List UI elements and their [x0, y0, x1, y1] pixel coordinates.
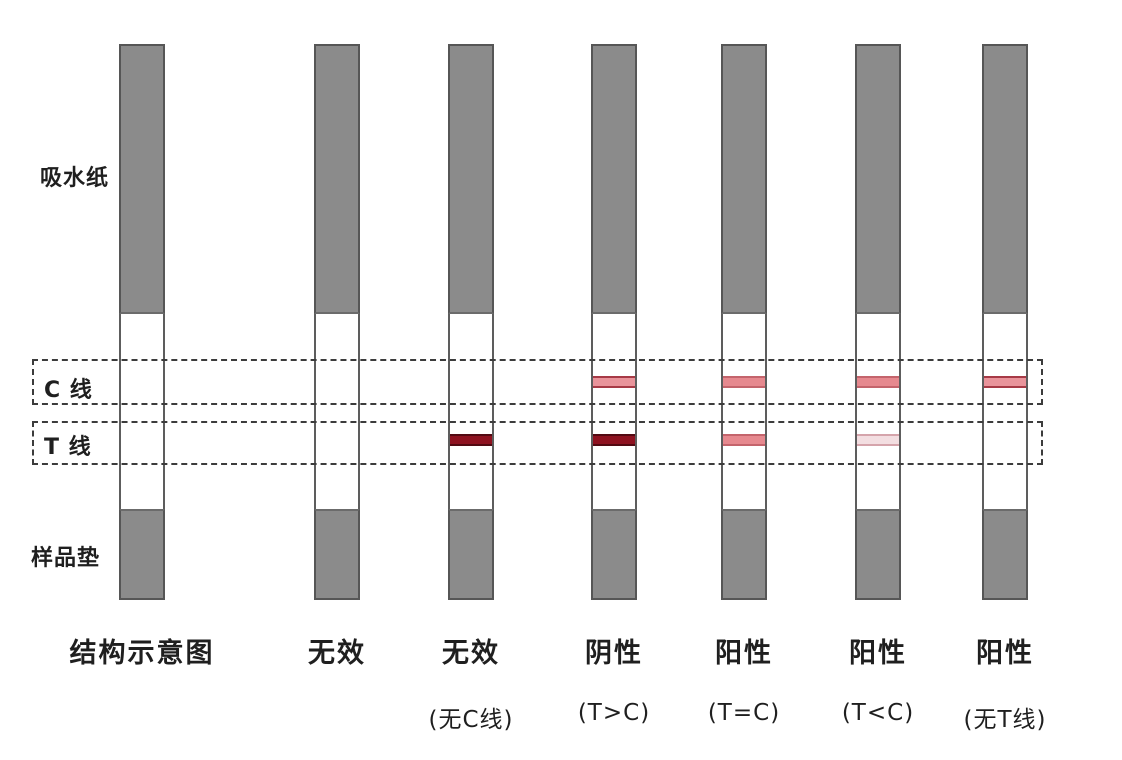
c-line-band: [857, 376, 899, 388]
result-label: 阳性: [714, 638, 773, 669]
c-line-band: [593, 376, 635, 388]
t-line-band: [857, 434, 899, 446]
sample-pad-section: [119, 509, 165, 600]
absorbent-pad-section: [721, 44, 767, 314]
membrane-window: [855, 314, 901, 509]
t-line-band: [450, 434, 492, 446]
test-strip: [855, 44, 901, 600]
sample-pad-section: [448, 509, 494, 600]
membrane-window: [591, 314, 637, 509]
result-label: 结构示意图: [69, 638, 215, 669]
strip-caption: 无效: [308, 631, 366, 670]
test-strip: [591, 44, 637, 600]
sample-pad-section: [314, 509, 360, 600]
strip-caption: 结构示意图: [70, 631, 215, 670]
strip-caption: 阳性 (T<C): [842, 631, 914, 726]
absorbent-pad-section: [119, 44, 165, 314]
result-label: 阳性: [976, 638, 1034, 669]
strip-caption: 阳性 (T=C): [708, 631, 780, 726]
t-line-label: T 线: [44, 435, 92, 460]
strip-caption: 阴性 (T>C): [578, 631, 650, 726]
test-strip: [119, 44, 165, 600]
sample-pad-section: [855, 509, 901, 600]
membrane-window: [448, 314, 494, 509]
test-strip: [982, 44, 1028, 600]
membrane-window: [721, 314, 767, 509]
sample-pad-section: [591, 509, 637, 600]
condition-label: (无C线): [428, 707, 514, 733]
absorbent-pad-section: [855, 44, 901, 314]
result-label: 无效: [308, 638, 366, 669]
c-line-band: [723, 376, 765, 388]
condition-label: (T>C): [577, 700, 651, 726]
test-strip: [448, 44, 494, 600]
sample-pad-section: [982, 509, 1028, 600]
absorbent-pad-section: [314, 44, 360, 314]
sample-pad-section: [721, 509, 767, 600]
membrane-window: [982, 314, 1028, 509]
condition-label: (T<C): [841, 700, 915, 726]
condition-label: (T=C): [707, 700, 781, 726]
membrane-window: [119, 314, 165, 509]
t-line-band: [593, 434, 635, 446]
strip-caption: 无效 (无C线): [428, 631, 513, 734]
result-label: 阴性: [584, 638, 643, 669]
sample-pad-label: 样品垫: [31, 546, 101, 571]
result-label: 阳性: [848, 638, 907, 669]
condition-label: (无T线): [963, 707, 1047, 733]
result-label: 无效: [441, 638, 500, 669]
c-line-band: [984, 376, 1026, 388]
c-line-label: C 线: [44, 378, 93, 403]
test-strip: [314, 44, 360, 600]
absorbent-paper-label: 吸水纸: [40, 166, 110, 191]
absorbent-pad-section: [591, 44, 637, 314]
test-strip: [721, 44, 767, 600]
t-line-band: [723, 434, 765, 446]
absorbent-pad-section: [982, 44, 1028, 314]
absorbent-pad-section: [448, 44, 494, 314]
membrane-window: [314, 314, 360, 509]
strip-caption: 阳性 (无T线): [964, 631, 1047, 734]
